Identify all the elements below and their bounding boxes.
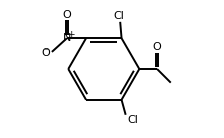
Text: N: N (63, 33, 71, 43)
Text: ⁻: ⁻ (44, 47, 49, 57)
Text: O: O (153, 42, 162, 52)
Text: +: + (67, 30, 74, 39)
Text: O: O (62, 10, 71, 20)
Text: Cl: Cl (113, 11, 124, 21)
Text: Cl: Cl (127, 116, 138, 125)
Text: O: O (41, 48, 50, 58)
